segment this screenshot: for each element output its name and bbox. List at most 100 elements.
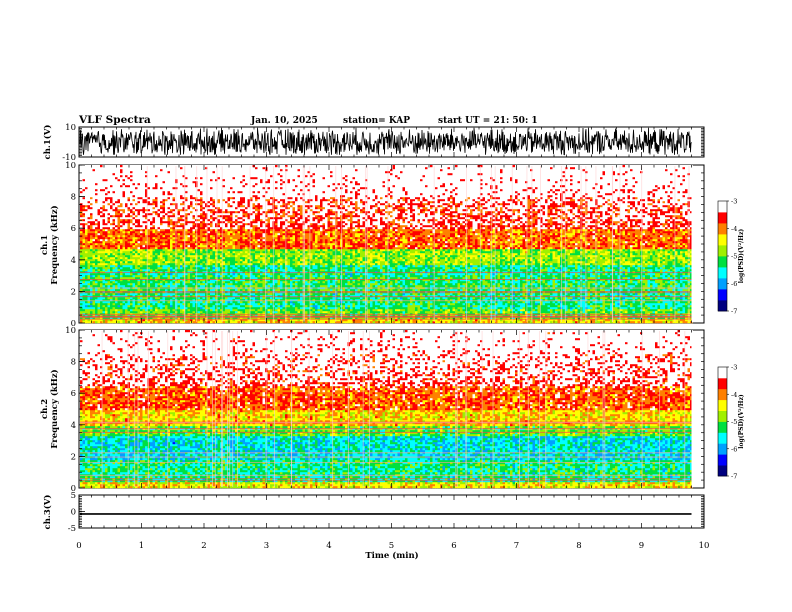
ch1-spectrogram-ylabel-line1: ch.1 (40, 235, 50, 255)
colorbar-segment (718, 367, 727, 370)
colorbar-segment (718, 279, 727, 283)
colorbar-segment (718, 472, 727, 475)
colorbar-segment (718, 224, 727, 228)
colorbar-segment (718, 452, 727, 455)
colorbar-segment (718, 204, 727, 207)
y-tick-label: 8 (71, 358, 76, 368)
colorbar-tick-label: -3 (731, 198, 737, 206)
colorbar-segment (718, 256, 727, 259)
colorbar-segment (718, 296, 727, 299)
colorbar-segment (718, 237, 727, 240)
colorbar-segment (718, 301, 727, 305)
colorbar-segment (718, 386, 727, 390)
colorbar-segment (718, 399, 727, 402)
colorbar-segment (718, 219, 727, 222)
colorbar-segment (718, 212, 727, 215)
colorbar-segment (718, 259, 727, 262)
colorbar-segment (718, 474, 727, 477)
colorbar-segment (718, 414, 727, 417)
ch1-waveform-ylabel: ch.1(V) (42, 125, 53, 160)
figure-title: VLF Spectra (78, 114, 151, 126)
y-tick-label: -5 (68, 524, 76, 534)
y-tick-label: 5 (71, 491, 76, 501)
y-tick-label: 4 (71, 256, 76, 266)
colorbar-segment (718, 381, 727, 384)
colorbar-segment (718, 278, 727, 281)
x-tick-label: 1 (139, 541, 144, 551)
colorbar-segment (718, 283, 727, 286)
colorbar-segment (718, 272, 727, 275)
colorbar-segment (718, 470, 727, 473)
date-label: Jan. 10, 2025 (250, 116, 318, 126)
colorbar-tick-label: -7 (731, 308, 737, 316)
colorbar-segment (718, 445, 727, 448)
colorbar-segment (718, 309, 727, 312)
x-tick-label: 4 (326, 541, 331, 551)
colorbar-segment (718, 274, 727, 277)
colorbar-segment (718, 215, 727, 218)
colorbar-segment (718, 230, 727, 233)
colorbar-segment (718, 241, 727, 244)
colorbar-tick-label: -6 (731, 280, 737, 288)
ch2-spectrogram-image (79, 330, 704, 489)
x-tick-label: 3 (264, 541, 269, 551)
x-tick-label: 9 (639, 541, 644, 551)
colorbar-segment (718, 206, 727, 209)
colorbar-segment (718, 441, 727, 444)
colorbar-segment (718, 370, 727, 373)
colorbar-tick-label: -6 (731, 445, 737, 453)
ch1-spectrogram-ylabel-line2: Frequency (kHz) (49, 205, 60, 284)
colorbar-segment (718, 465, 727, 468)
colorbar-segment (718, 268, 727, 272)
colorbar-segment (718, 461, 727, 464)
colorbar-segment (718, 385, 727, 388)
colorbar-segment (718, 246, 727, 250)
colorbar-segment (718, 439, 727, 442)
colorbar-segment (718, 248, 727, 251)
colorbar-segment (718, 294, 727, 297)
colorbar-segment (718, 208, 727, 211)
x-tick-label: 7 (514, 541, 519, 551)
colorbar-segment (718, 210, 727, 213)
colorbar-segment (718, 263, 727, 266)
colorbar-segment (718, 434, 727, 437)
y-tick-label: 2 (71, 287, 76, 297)
colorbar-segment (718, 303, 727, 306)
x-tick-label: 10 (699, 541, 710, 551)
colorbar-segment (718, 466, 727, 470)
colorbar-tick-label: -7 (731, 473, 737, 481)
x-tick-label: 0 (76, 541, 81, 551)
colorbar-tick-label: -4 (731, 225, 737, 233)
y-tick-label: 10 (65, 326, 76, 336)
colorbar-segment (718, 290, 727, 294)
colorbar-segment (718, 292, 727, 295)
colorbar-segment (718, 235, 727, 239)
y-tick-label: 2 (71, 452, 76, 462)
colorbar-segment (718, 270, 727, 273)
colorbar-segment (718, 289, 727, 292)
x-axis-label: Time (min) (365, 550, 418, 561)
x-tick-label: 8 (576, 541, 581, 551)
colorbar-label: log(PSD)(V²/Hz) (738, 229, 745, 284)
colorbar-segment (718, 403, 727, 406)
x-tick-label: 6 (451, 541, 456, 551)
colorbar-segment (718, 261, 727, 264)
colorbar-segment (718, 392, 727, 395)
colorbar-segment (718, 252, 727, 255)
colorbar-segment (718, 226, 727, 229)
colorbar-segment (718, 307, 727, 310)
colorbar-segment (718, 408, 727, 411)
ch3-waveform-ylabel: ch.3(V) (42, 495, 53, 530)
y-tick-label: 6 (71, 224, 76, 234)
y-tick-label: 10 (65, 161, 76, 171)
colorbar-segment (718, 232, 727, 235)
colorbar-segment (718, 421, 727, 424)
colorbar-segment (718, 412, 727, 415)
colorbar-segment (718, 257, 727, 261)
y-tick-label: 0 (71, 508, 76, 518)
colorbar-segment (718, 437, 727, 441)
colorbar-segment (718, 388, 727, 392)
x-tick-label: 5 (389, 541, 394, 551)
colorbar-segment (718, 401, 727, 404)
